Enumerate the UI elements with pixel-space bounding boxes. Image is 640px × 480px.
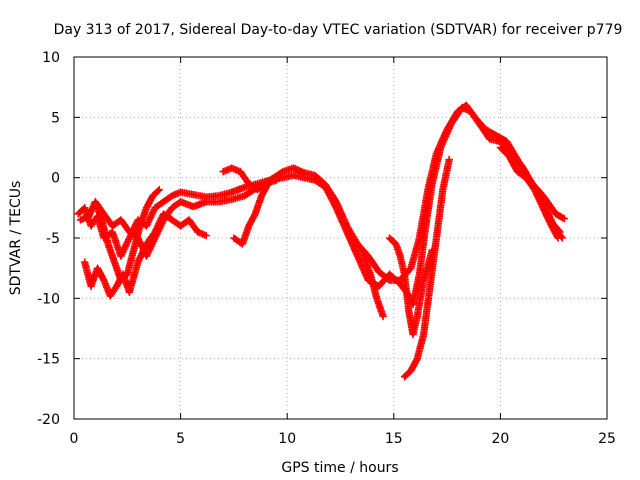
y-tick-label: -15 [37,352,60,368]
x-tick-label: 10 [278,431,296,447]
data-point [155,185,164,194]
x-tick-label: 20 [491,431,509,447]
tick-label-layer: 0 5 10 15 20 25 -20 -15 -10 -5 0 5 10 [37,50,616,447]
chart-title: Day 313 of 2017, Sidereal Day-to-day VTE… [54,22,623,38]
data-point [560,214,569,223]
y-tick-label: 5 [51,110,60,126]
x-tick-label: 0 [70,431,79,447]
tick-layer [73,56,608,420]
data-point [379,312,387,321]
x-tick-label: 5 [176,431,185,447]
y-axis-label: SDTVAR / TECUs [8,181,24,296]
y-tick-label: -20 [37,412,60,428]
data-point [445,155,453,164]
y-tick-label: 10 [42,50,60,66]
data-point [554,234,562,242]
x-tick-label: 25 [598,431,616,447]
y-tick-label: -5 [46,231,60,247]
grid-layer [74,57,607,419]
x-axis-label: GPS time / hours [281,460,398,476]
data-point [272,176,281,184]
y-tick-label: 0 [51,171,60,187]
x-tick-label: 15 [385,431,403,447]
data-layer [74,101,569,381]
y-tick-label: -10 [37,291,60,307]
data-point [202,231,210,240]
